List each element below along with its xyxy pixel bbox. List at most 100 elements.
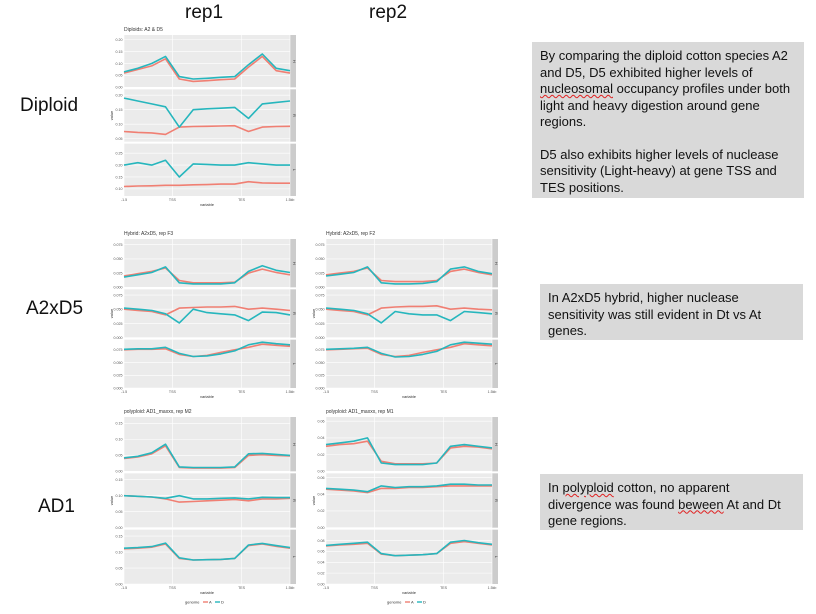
y-tick-label: 0.00 bbox=[116, 582, 123, 586]
x-tick-label: -1.5 bbox=[121, 198, 127, 202]
chart-polyploid-rep1: polyploid: AD1_maxxx, rep M2 value H 0.00 0.… bbox=[109, 406, 310, 608]
series-line-D bbox=[123, 494, 290, 500]
facet-strip-label: H bbox=[292, 60, 297, 63]
chart-title: Diploids: A2 & D5 bbox=[124, 27, 163, 33]
legend-label-D: D bbox=[221, 599, 224, 604]
panel-background bbox=[124, 35, 290, 88]
series-line-A bbox=[325, 305, 493, 316]
legend-label-A: A bbox=[209, 599, 212, 604]
y-tick-label: 0.000 bbox=[316, 286, 325, 290]
y-tick-label: 0.05 bbox=[116, 566, 123, 570]
series-line-A bbox=[123, 305, 291, 316]
y-tick-label: 0.075 bbox=[114, 293, 123, 297]
note-diploid-para-1: By comparing the diploid cotton species … bbox=[540, 48, 791, 129]
x-tick-label: -1.5 bbox=[323, 390, 329, 394]
y-tick-label: 0.04 bbox=[318, 436, 325, 440]
x-tick-label: 1.5kb bbox=[286, 198, 295, 202]
x-tick-label: TES bbox=[238, 586, 246, 590]
panel-background bbox=[326, 239, 492, 288]
y-tick-label: 0.050 bbox=[316, 361, 325, 365]
chart-hybrid-rep1: Hybrid: A2xD5, rep F3 value H 0.000 0.025 0.0… bbox=[109, 228, 310, 404]
series-line-A bbox=[325, 267, 493, 283]
y-tick-label: 0.15 bbox=[116, 478, 123, 482]
chart-title: Hybrid: A2xD5, rep F3 bbox=[124, 231, 173, 237]
y-tick-label: 0.10 bbox=[116, 494, 123, 498]
y-tick-label: 0.15 bbox=[116, 50, 123, 54]
y-tick-label: 0.025 bbox=[114, 322, 123, 326]
chart-svg: Diploids: A2 & D5 value H 0.00 0.05 0.10 0.15 0… bbox=[109, 27, 297, 207]
facet-strip bbox=[492, 529, 498, 584]
y-tick-label: 0.10 bbox=[116, 123, 123, 127]
y-tick-label: 0.00 bbox=[116, 526, 123, 530]
y-tick-label: 0.000 bbox=[316, 386, 325, 390]
panel-background bbox=[326, 529, 492, 584]
x-axis-label: variable bbox=[402, 394, 417, 399]
y-tick-label: 0.025 bbox=[114, 271, 123, 275]
y-axis-label: value bbox=[311, 308, 316, 318]
facet-strip-label: L bbox=[292, 169, 297, 172]
row-label-diploid: Diploid bbox=[20, 95, 79, 116]
series-line-A bbox=[123, 55, 291, 83]
facet-strip bbox=[492, 339, 498, 388]
panel-background bbox=[124, 89, 290, 142]
facet-strip bbox=[290, 239, 296, 288]
x-tick-label: 1.5kb bbox=[488, 586, 497, 590]
y-tick-label: 0.00 bbox=[116, 86, 123, 90]
facet-strip bbox=[290, 473, 296, 528]
series-line-D bbox=[123, 307, 291, 324]
y-tick-label: 0.075 bbox=[114, 243, 123, 247]
facet-strip bbox=[290, 289, 296, 338]
chart-hybrid-rep2: Hybrid: A2xD5, rep F2 value H 0.000 0.025 0.0… bbox=[311, 228, 512, 404]
x-axis-label: variable bbox=[200, 202, 215, 207]
y-tick-label: 0.050 bbox=[316, 308, 325, 312]
series-line-D bbox=[123, 53, 291, 80]
y-tick-label: 0.15 bbox=[116, 175, 123, 179]
y-tick-label: 0.02 bbox=[318, 571, 325, 575]
y-tick-label: 0.25 bbox=[116, 151, 123, 155]
y-tick-label: 0.05 bbox=[116, 510, 123, 514]
x-tick-label: TSS bbox=[169, 198, 177, 202]
facet-strip bbox=[290, 529, 296, 584]
facet-strip bbox=[290, 143, 296, 196]
x-tick-label: 1.5kb bbox=[286, 586, 295, 590]
y-tick-label: 0.15 bbox=[116, 108, 123, 112]
x-axis-label: variable bbox=[200, 394, 215, 399]
y-axis-label: value bbox=[311, 495, 316, 505]
row-label-hybrid: A2xD5 bbox=[26, 298, 84, 319]
chart-title: Hybrid: A2xD5, rep F2 bbox=[326, 231, 375, 237]
facet-strip-label: R bbox=[292, 312, 297, 315]
y-tick-label: 0.00 bbox=[318, 470, 325, 474]
note-hybrid: In A2xD5 hybrid, higher nuclease sensiti… bbox=[540, 284, 803, 340]
x-tick-label: TES bbox=[238, 198, 246, 202]
legend-label-A: A bbox=[411, 599, 414, 604]
panel-background bbox=[326, 339, 492, 388]
series-line-D bbox=[325, 483, 492, 493]
chart-svg: Hybrid: A2xD5, rep F3 value H 0.000 0.025 0.0… bbox=[109, 231, 297, 399]
y-tick-label: 0.075 bbox=[114, 348, 123, 352]
y-tick-label: 0.050 bbox=[114, 257, 123, 261]
series-line-D bbox=[123, 159, 290, 178]
y-tick-label: 0.20 bbox=[116, 38, 123, 42]
panel-background bbox=[124, 289, 290, 338]
chart-title: polyploid: AD1_maxxx, rep M1 bbox=[326, 409, 394, 415]
series-line-A bbox=[325, 440, 493, 465]
y-tick-label: 0.050 bbox=[316, 257, 325, 261]
facet-strip bbox=[290, 417, 296, 472]
y-tick-label: 0.05 bbox=[116, 74, 123, 78]
facet-strip bbox=[492, 417, 498, 472]
y-tick-label: 0.000 bbox=[114, 336, 123, 340]
series-line-D bbox=[325, 341, 493, 358]
facet-strip-label: R bbox=[292, 114, 297, 117]
y-tick-label: 0.20 bbox=[116, 93, 123, 97]
y-tick-label: 0.05 bbox=[116, 137, 123, 141]
y-tick-label: 0.00 bbox=[318, 526, 325, 530]
facet-strip bbox=[492, 239, 498, 288]
x-tick-label: TES bbox=[238, 390, 246, 394]
x-axis-label: variable bbox=[200, 590, 215, 595]
y-tick-label: 0.000 bbox=[316, 336, 325, 340]
column-header-rep1: rep1 bbox=[185, 2, 224, 23]
x-tick-label: TES bbox=[440, 390, 448, 394]
panel-background bbox=[124, 417, 290, 472]
y-tick-label: 0.05 bbox=[116, 454, 123, 458]
y-tick-label: 0.10 bbox=[116, 550, 123, 554]
